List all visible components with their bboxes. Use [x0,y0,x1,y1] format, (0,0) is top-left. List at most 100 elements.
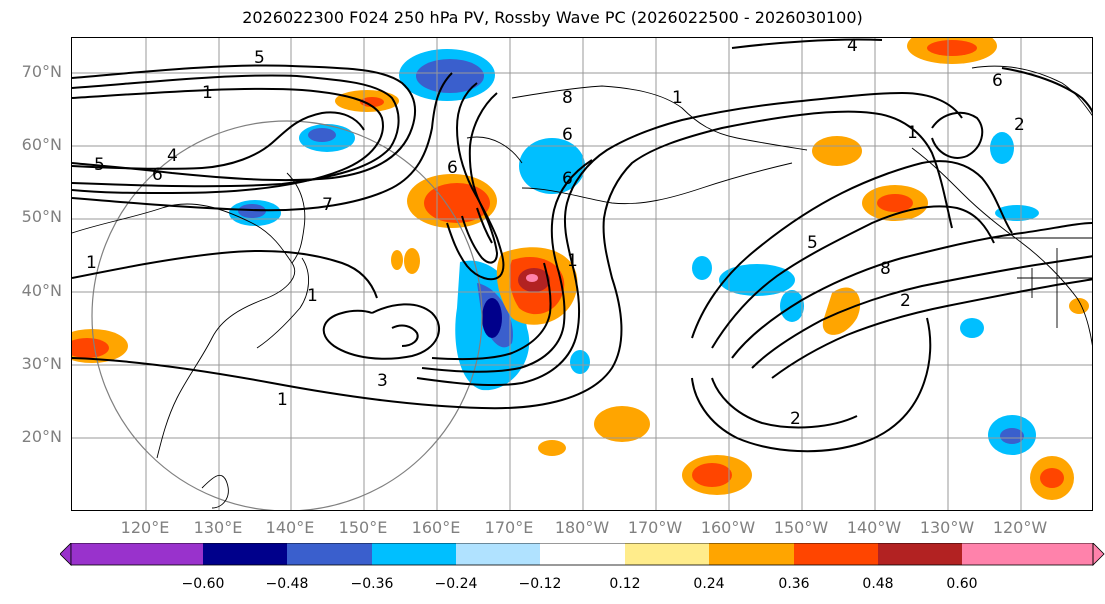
lat-label-40n: 40°N [21,281,62,300]
lat-label-60n: 60°N [21,135,62,154]
colorbar-tick-label: −0.12 [518,576,562,592]
negative-anomaly-blob [719,264,795,296]
negative-anomaly-core [308,128,336,142]
lat-label-30n: 30°N [21,354,62,373]
colorbar-tick-label: 0.48 [862,576,894,592]
contour-label: 7 [322,195,333,215]
colorbar-segment [456,543,540,565]
contour-label: 5 [254,48,265,68]
colorbar-tick-label: 0.36 [778,576,810,592]
colorbar-tick-label: −0.60 [181,576,225,592]
positive-anomaly-core [526,274,538,282]
colorbar-tick-label: −0.24 [434,576,478,592]
lat-label-50n: 50°N [21,207,62,226]
positive-anomaly-core [927,40,977,56]
lon-label-180w: 180°W [554,518,610,537]
negative-anomaly-core [482,298,502,338]
graticule [72,38,1092,510]
colorbar-segment [625,543,709,565]
map-canvas: 5 1 5 4 6 7 1 1 1 3 1 8 6 6 1 8 2 5 2 6 … [72,38,1092,510]
contour-label: 1 [307,286,318,306]
lon-label-130e: 130°E [193,518,243,537]
lat-label-70n: 70°N [21,62,62,81]
colorbar-segment [794,543,878,565]
negative-anomaly-core [1000,428,1024,444]
positive-anomaly-blob [1069,298,1089,314]
positive-anomaly-blob [812,136,862,166]
lat-label-20n: 20°N [21,427,62,446]
contour-label: 1 [86,253,97,273]
lon-label-150e: 150°E [338,518,388,537]
contour-label: 5 [94,155,105,175]
lon-label-150w: 150°W [773,518,829,537]
reference-circle [91,120,483,510]
contour-label: 5 [807,233,818,253]
colorbar-segment [709,543,794,565]
negative-anomaly-blob [990,132,1014,164]
contour-label: 3 [377,371,388,391]
colorbar-tick-label: 0.60 [946,576,978,592]
contour-label: 2 [790,409,801,429]
negative-anomaly-blob [995,205,1039,221]
negative-anomaly-blob [692,256,712,280]
contour-label: 1 [277,390,288,410]
contour-label: 6 [562,125,573,145]
colorbar-segment [71,543,203,565]
positive-anomaly-blob [594,406,650,442]
lon-label-160w: 160°W [700,518,756,537]
colorbar-extend-right [1092,543,1105,566]
contour-label: 6 [447,158,458,178]
contour-label: 6 [992,71,1003,91]
lon-label-160e: 160°E [411,518,461,537]
coastlines [72,65,1092,509]
negative-anomaly-blob [960,318,984,338]
contour-label: 1 [672,88,683,108]
lon-label-130w: 130°W [919,518,975,537]
positive-anomaly-core [692,463,732,487]
contour-label: 1 [907,123,918,143]
contour-label: 6 [152,165,163,185]
contour-label: 8 [562,88,573,108]
lon-label-140w: 140°W [846,518,902,537]
colorbar-segment [878,543,962,565]
pv-contours [72,38,1092,453]
positive-anomaly-core [424,183,490,223]
contour-label: 8 [880,259,891,279]
colorbar-tick-label: −0.36 [350,576,394,592]
lon-label-170e: 170°E [484,518,534,537]
lon-label-120e: 120°E [120,518,170,537]
positive-anomaly-blob [391,250,403,270]
contour-label: 1 [202,83,213,103]
colorbar-segment [540,543,625,565]
positive-anomaly-core [360,97,384,107]
figure-title: 2026022300 F024 250 hPa PV, Rossby Wave … [242,8,863,27]
colorbar-tick-label: 0.24 [693,576,725,592]
colorbar-segments [71,543,1093,565]
colorbar-segment [203,543,287,565]
lon-label-170w: 170°W [627,518,683,537]
colorbar-extend-left [60,543,72,566]
contour-label: 1 [567,251,578,271]
contour-label: 4 [167,146,178,166]
positive-anomaly-core [877,194,913,212]
colorbar-tick-label: −0.48 [265,576,309,592]
negative-anomaly-blob [570,350,590,374]
colorbar-segment [287,543,372,565]
contour-label: 6 [562,169,573,189]
positive-anomaly-core [1040,468,1064,488]
lon-label-140e: 140°E [265,518,315,537]
colorbar-tick-label: 0.12 [609,576,641,592]
colorbar-outline [70,543,1094,566]
map-panel: 5 1 5 4 6 7 1 1 1 3 1 8 6 6 1 8 2 5 2 6 … [71,37,1093,511]
contour-label: 2 [900,291,911,311]
colorbar-segment [372,543,456,565]
positive-anomaly-core [72,338,109,358]
colorbar [60,543,1105,566]
positive-anomaly-blob [538,440,566,456]
contour-label: 4 [847,38,858,56]
colorbar-segment [962,543,1093,565]
positive-anomaly-blob [404,248,420,274]
anomaly-shading [72,38,1089,500]
contour-label: 2 [1014,115,1025,135]
lon-label-120w: 120°W [992,518,1048,537]
